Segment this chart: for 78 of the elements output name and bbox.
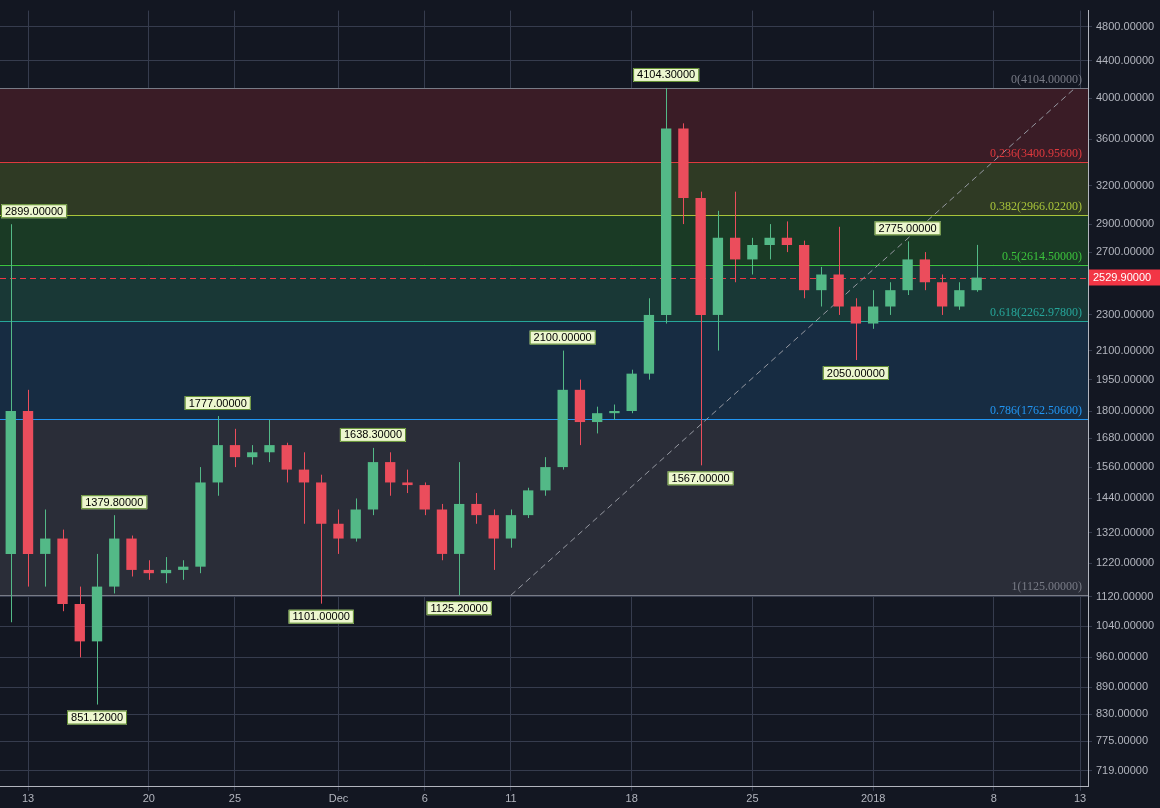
candlestick: [867, 289, 879, 330]
candlestick: [333, 509, 344, 555]
candlestick: [954, 281, 965, 311]
ref-line-label: 0(4104.00000): [1011, 72, 1082, 87]
candlestick: [764, 223, 775, 260]
y-tick-label: 2900.00000: [1096, 217, 1155, 230]
ref-line-label: 0.618(2262.97800): [990, 305, 1082, 320]
candlestick: [919, 251, 931, 291]
ref-line-label: 1(1125.00000): [1011, 579, 1082, 594]
annotation: 2050.00000: [826, 366, 885, 379]
y-tick-label: 1320.00000: [1096, 525, 1155, 538]
candlestick: [747, 237, 758, 275]
x-tick-label: 13: [1073, 792, 1087, 805]
y-tick-label: 1800.00000: [1096, 404, 1155, 417]
y-tick-label: 2700.00000: [1096, 245, 1155, 258]
candlestick: [488, 509, 499, 571]
candlestick: [247, 444, 258, 466]
ref-line-label: 0.786(1762.50600): [990, 403, 1082, 418]
x-tick-label: 18: [625, 792, 638, 805]
candlestick: [971, 244, 982, 293]
annotation: 2899.00000: [5, 204, 64, 217]
y-tick-label: 830.00000: [1096, 707, 1148, 720]
x-tick-label: 25: [228, 792, 242, 805]
x-tick-label: 13: [21, 792, 35, 805]
candlestick: [298, 451, 310, 525]
x-tick-label: 25: [746, 792, 759, 805]
annotation: 1567.00000: [671, 471, 730, 484]
candlestick: [505, 509, 517, 549]
candlestick: [850, 297, 862, 361]
candlestick: [781, 220, 793, 253]
annotation: 1638.30000: [343, 428, 403, 441]
candlestick: [729, 191, 741, 283]
candlestick: [540, 456, 551, 497]
ref-line-label: 0.236(3400.95600): [990, 145, 1082, 160]
candlestick: [885, 281, 896, 316]
y-tick-label: 4800.00000: [1096, 19, 1155, 32]
x-tick-label: 11: [505, 792, 517, 805]
candlestick: [592, 406, 603, 434]
y-tick-label: 1950.00000: [1096, 372, 1155, 385]
x-tick-label: 8: [990, 792, 997, 805]
x-tick-label: 2018: [860, 792, 886, 805]
y-tick-label: 4400.00000: [1096, 53, 1155, 66]
y-tick-label: 890.00000: [1096, 680, 1148, 693]
ref-line-label: 2529.90000: [1093, 270, 1152, 283]
x-tick-label: 20: [142, 792, 155, 805]
candlestick: [816, 266, 827, 308]
y-tick-label: 2300.00000: [1096, 307, 1155, 320]
candlestick: [40, 509, 51, 588]
ref-line-label: 0.382(2966.02200): [990, 199, 1082, 214]
y-tick-label: 1040.00000: [1096, 619, 1155, 632]
candlestick: [264, 419, 275, 463]
y-tick-label: 775.00000: [1096, 734, 1148, 747]
x-tick-label: Dec: [328, 792, 349, 805]
annotation: 4104.30000: [637, 68, 696, 81]
annotation: 2775.00000: [878, 221, 937, 234]
y-tick-label: 1680.00000: [1096, 431, 1155, 444]
x-tick-label: 6: [421, 792, 428, 805]
y-tick-label: 1120.00000: [1096, 589, 1154, 602]
annotation: 2100.00000: [533, 331, 592, 344]
candlestick: [471, 492, 482, 525]
ref-line-label: 0.5(2614.50000): [1002, 248, 1082, 263]
annotation: 1101.00000: [292, 610, 350, 623]
annotation: 1379.80000: [85, 495, 144, 508]
annotation: 851.12000: [71, 711, 124, 724]
y-tick-label: 3600.00000: [1096, 132, 1155, 145]
candlestick: [229, 428, 241, 468]
y-tick-label: 719.00000: [1096, 763, 1148, 776]
y-tick-label: 1220.00000: [1096, 556, 1155, 569]
y-tick-label: 2100.00000: [1096, 343, 1155, 356]
candlestick: [402, 469, 413, 494]
annotation: 1125.20000: [430, 601, 488, 614]
y-tick-label: 1560.00000: [1096, 460, 1155, 473]
y-tick-label: 960.00000: [1096, 650, 1148, 663]
y-tick-label: 3200.00000: [1096, 178, 1155, 191]
candlestick: [385, 451, 396, 497]
y-tick-label: 1440.00000: [1096, 491, 1155, 504]
annotation: 1777.00000: [188, 396, 247, 409]
y-tick-label: 4000.00000: [1096, 91, 1155, 104]
